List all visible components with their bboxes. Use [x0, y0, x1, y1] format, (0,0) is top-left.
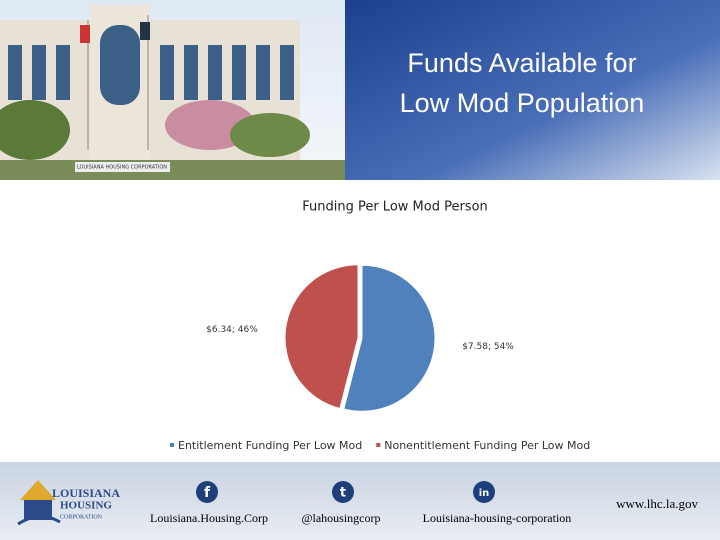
logo-text: CORPORATION — [60, 514, 103, 520]
twitter-icon[interactable]: t — [332, 481, 354, 503]
svg-text:in: in — [479, 488, 490, 499]
legend-swatch — [376, 443, 381, 447]
photo-sign: LOUISIANA HOUSING CORPORATION — [77, 165, 167, 171]
logo: LOUISIANA HOUSING CORPORATION — [17, 480, 120, 526]
header-band — [345, 0, 720, 180]
chart-title: Funding Per Low Mod Person — [302, 200, 488, 215]
legend: Entitlement Funding Per Low Mod Nonentitl… — [170, 439, 590, 452]
facebook-link[interactable]: Louisiana.Housing.Corp — [150, 511, 268, 525]
pie-slice — [284, 264, 359, 410]
pie: $7.58; 54% $6.34; 46% — [206, 264, 514, 412]
slide-title: Funds Available for Low Mod Population — [400, 48, 645, 118]
data-label: $7.58; 54% — [462, 342, 514, 352]
logo-text: HOUSING — [60, 500, 112, 512]
photo: LOUISIANA HOUSING CORPORATION — [0, 0, 345, 180]
twitter-link[interactable]: @lahousingcorp — [301, 511, 380, 525]
linkedin-link[interactable]: Louisiana-housing-corporation — [423, 511, 572, 525]
legend-label: Nonentitlement Funding Per Low Mod — [384, 439, 590, 452]
legend-swatch — [170, 443, 174, 447]
pie-slice — [343, 264, 436, 412]
svg-text:t: t — [340, 486, 346, 501]
footer-band — [0, 462, 720, 540]
website[interactable]: www.lhc.la.gov — [616, 496, 698, 511]
data-label: $6.34; 46% — [206, 325, 258, 335]
linkedin-icon[interactable]: in — [473, 481, 495, 503]
logo-text: LOUISIANA — [52, 486, 120, 500]
legend-label: Entitlement Funding Per Low Mod — [178, 439, 362, 452]
svg-text:f: f — [204, 485, 211, 501]
facebook-icon[interactable]: f — [196, 481, 218, 503]
